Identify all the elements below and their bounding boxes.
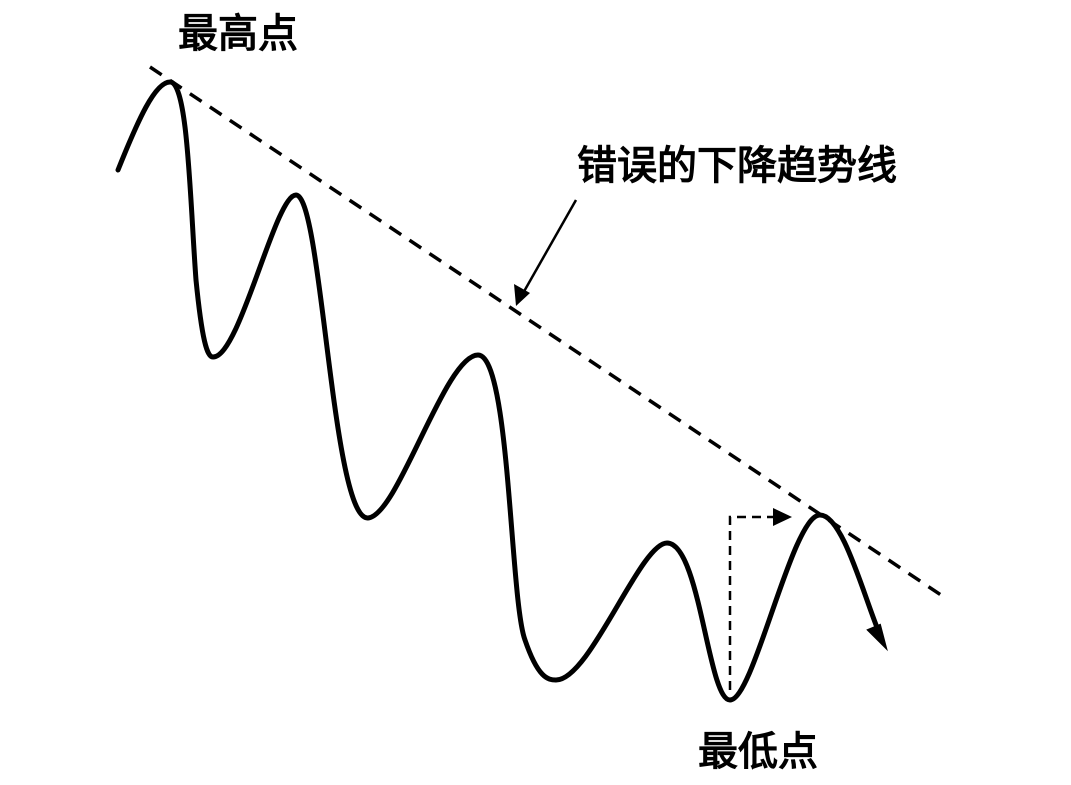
label-lowest-point: 最低点	[698, 729, 818, 775]
callout-arrowhead	[514, 284, 530, 306]
price-wave-line	[115, 79, 881, 703]
label-wrong-trendline: 错误的下降趋势线	[577, 143, 897, 189]
callout-arrow	[520, 199, 578, 296]
dashed-elbow-arrow	[728, 515, 776, 690]
wrong-trendline-dashed	[149, 65, 945, 599]
dashed-elbow-arrowhead	[773, 508, 792, 526]
price-path-arrowhead	[866, 623, 888, 652]
label-highest-point: 最高点	[178, 11, 298, 57]
